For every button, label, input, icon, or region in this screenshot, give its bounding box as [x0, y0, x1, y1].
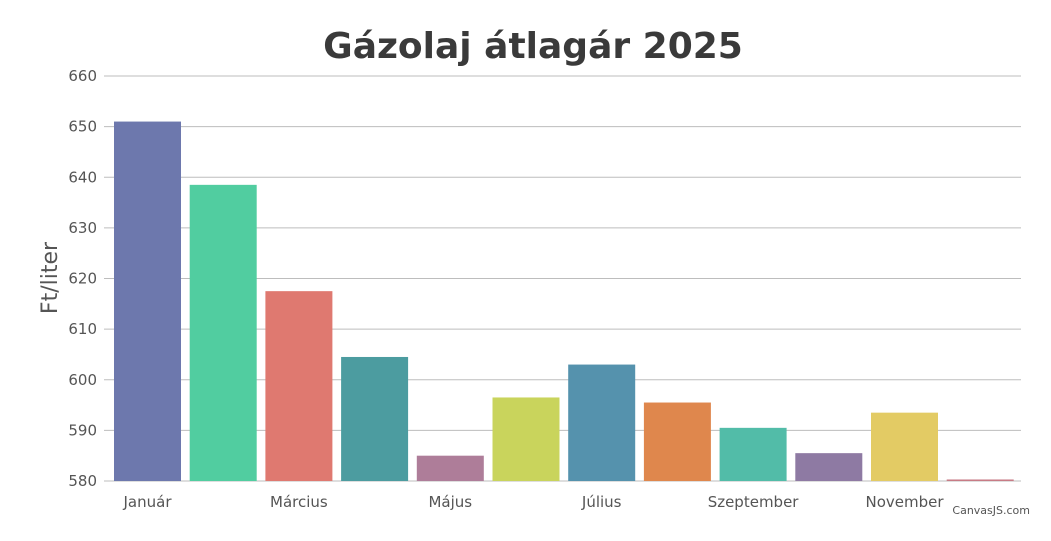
x-tick-label: Július [581, 493, 622, 511]
y-tick-label: 630 [68, 219, 97, 237]
bar-7 [568, 364, 636, 481]
y-tick-label: 660 [68, 67, 97, 85]
y-axis-label: Ft/liter [38, 241, 63, 314]
x-tick-label: Szeptember [708, 493, 800, 511]
x-tick-label: Május [428, 493, 472, 511]
bar-11 [871, 412, 938, 481]
bar-10 [795, 453, 863, 481]
bar-9 [719, 427, 787, 481]
y-tick-label: 590 [68, 421, 97, 439]
bar-6 [492, 397, 560, 481]
bars [114, 121, 1014, 481]
bar-8 [643, 402, 711, 481]
y-tick-label: 600 [68, 371, 97, 389]
chart-title: Gázolaj átlagár 2025 [323, 26, 743, 67]
x-axis-ticks: Január Március Május Július Szeptember Novemb… [123, 493, 945, 511]
x-tick-label: Január [123, 493, 173, 511]
bar-12 [946, 479, 1014, 481]
bar-5 [416, 455, 484, 481]
x-tick-label: November [865, 493, 944, 511]
bar-3 [265, 291, 333, 481]
credit-text: CanvasJS.com [952, 504, 1030, 517]
bar-4 [341, 356, 409, 481]
y-tick-label: 650 [68, 118, 97, 136]
bar-1 [114, 121, 181, 481]
x-tick-label: Március [270, 493, 328, 511]
bar-2 [189, 184, 257, 481]
y-tick-label: 580 [68, 472, 97, 490]
gridlines: 580 590 600 610 620 630 640 650 660 [68, 67, 1021, 490]
y-tick-label: 610 [68, 320, 97, 338]
y-tick-label: 640 [68, 168, 97, 186]
y-tick-label: 620 [68, 270, 97, 288]
